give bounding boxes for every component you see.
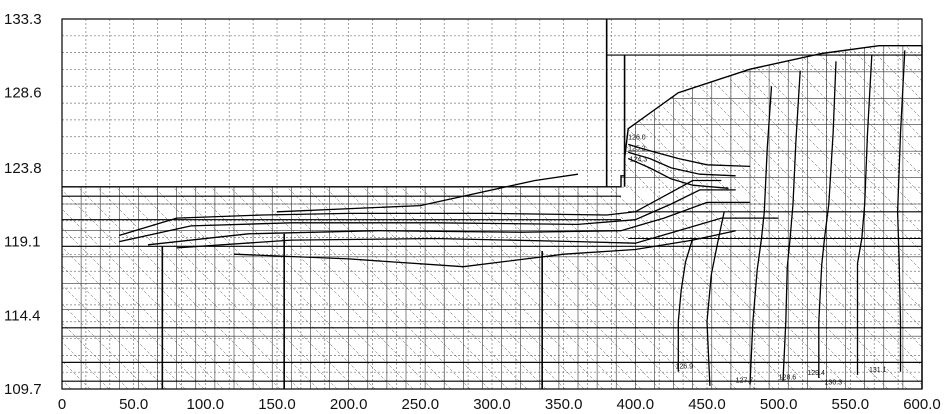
contour-line: [176, 217, 779, 249]
mesh-line-diagonal: [764, 45, 922, 389]
contour-line: [818, 61, 837, 378]
x-tick-label: 200.0: [330, 396, 368, 413]
contour-label: 126.9: [675, 364, 693, 371]
mesh-body: [0, 19, 945, 389]
contour-line: [628, 151, 736, 177]
contour-label: 130.3: [825, 379, 843, 386]
mesh-line-diagonal: [783, 45, 922, 389]
mesh-line-diagonal: [669, 45, 922, 389]
mesh-line-diagonal: [821, 45, 922, 389]
contour-label: 125.2: [628, 146, 646, 153]
contour-line: [627, 157, 729, 189]
x-tick-label: 150.0: [258, 396, 296, 413]
contour-line: [896, 50, 906, 372]
mesh-line-diagonal: [0, 19, 52, 389]
ground-surface-line: [62, 45, 923, 389]
mesh-line-diagonal: [62, 45, 72, 389]
x-tick-label: 300.0: [473, 396, 511, 413]
x-tick-label: 450.0: [688, 396, 726, 413]
contour-lines: [119, 50, 906, 386]
contour-labels: 126.0 125.2 124.3 126.9 127.7 128.6 129.4130.3…: [628, 135, 886, 387]
mesh-line-diagonal: [726, 45, 922, 389]
x-axis-ticks: 0 50.0 100.0 150.0 200.0 250.0 300.0 350.0 400.0…: [58, 396, 941, 413]
mesh-line-diagonal: [745, 45, 922, 389]
contour-line: [233, 230, 736, 268]
y-axis-ticks: 109.7 114.4 119.1 123.8 128.6 133.3: [4, 11, 42, 398]
y-tick-label: 128.6: [4, 85, 42, 102]
x-tick-label: 500.0: [760, 396, 798, 413]
x-tick-label: 600.0: [903, 396, 941, 413]
contour-label: 128.6: [779, 375, 797, 382]
mesh-line-diagonal: [688, 45, 922, 389]
contour-label: 131.1: [869, 367, 887, 374]
plot-frame: [61, 18, 923, 390]
x-tick-label: 50.0: [119, 396, 148, 413]
x-tick-label: 0: [58, 396, 66, 413]
contour-line: [119, 179, 722, 237]
contour-line: [147, 201, 750, 246]
x-tick-label: 400.0: [617, 396, 655, 413]
contour-label: 129.4: [807, 370, 825, 377]
contour-label: 126.0: [628, 135, 646, 142]
contour-line: [628, 143, 751, 168]
contour-line: [706, 211, 725, 386]
contour-line: [856, 55, 873, 375]
mesh-line-diagonal: [936, 19, 945, 389]
contour-line: [276, 173, 579, 213]
contour-label: 124.3: [630, 157, 648, 164]
mesh-line-diagonal: [802, 45, 922, 389]
y-tick-label: 133.3: [4, 11, 42, 28]
contour-line: [749, 86, 773, 385]
mesh-line-diagonal: [707, 45, 922, 389]
x-tick-label: 250.0: [402, 396, 440, 413]
x-tick-label: 550.0: [832, 396, 870, 413]
contour-line: [119, 189, 736, 243]
x-tick-label: 100.0: [187, 396, 225, 413]
y-tick-label: 109.7: [4, 381, 42, 398]
mesh: [0, 19, 945, 389]
contour-line: [677, 238, 694, 372]
contour-line: [782, 70, 801, 382]
x-tick-label: 350.0: [545, 396, 583, 413]
structure-lines: [61, 18, 923, 390]
contour-label: 127.7: [736, 378, 754, 385]
y-tick-label: 123.8: [4, 160, 42, 177]
y-tick-label: 119.1: [4, 234, 40, 251]
y-tick-label: 114.4: [4, 307, 40, 324]
